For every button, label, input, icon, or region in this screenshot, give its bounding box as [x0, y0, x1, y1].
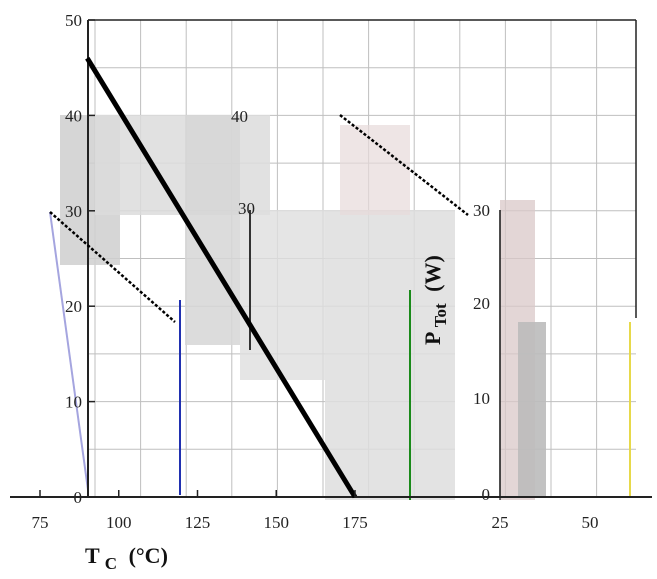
y-axis-label: P Tot (W) [420, 255, 451, 345]
data-series [85, 56, 358, 499]
x-tick-label: 150 [264, 513, 290, 532]
overlay-fragments [49, 20, 637, 500]
partial-tick-40: 40 [231, 107, 248, 126]
x-tick-fragment-25: 25 [492, 513, 509, 532]
svg-text:P Tot (W): P Tot (W) [420, 255, 451, 345]
y-tick-label: 30 [65, 202, 82, 221]
y-tick-label: 10 [65, 393, 82, 412]
y-tick-label: 50 [65, 11, 82, 30]
echo-lines [49, 114, 469, 323]
x-label-unit: (°C) [129, 543, 168, 568]
x-tick-label: 75 [32, 513, 49, 532]
x-axis-label: T C (°C) [85, 543, 168, 574]
y-label-main: P [420, 332, 445, 345]
x-label-main: T [85, 543, 100, 568]
y-tick-label: 0 [74, 488, 83, 507]
x-tick-label: 100 [106, 513, 132, 532]
inner-y-tick-30: 30 [473, 201, 490, 220]
axes [10, 19, 652, 498]
series-line-0 [85, 56, 358, 499]
svg-text:T C (°C): T C (°C) [85, 543, 168, 574]
y-label-unit: (W) [420, 255, 445, 292]
inner-y-tick-20: 20 [473, 294, 490, 313]
x-ticks: 75 100 125 150 175 [32, 490, 368, 532]
inner-y-tick-10: 10 [473, 389, 490, 408]
inner-y-tick-0: 0 [482, 485, 491, 504]
x-tick-label: 175 [342, 513, 368, 532]
inner-y-axis: 30 20 10 0 40 30 25 50 [231, 107, 599, 532]
y-tick-label: 40 [65, 106, 82, 125]
y-tick-label: 20 [65, 297, 82, 316]
y-label-sub: Tot [431, 303, 450, 327]
y-ticks: 50 40 30 20 10 0 [65, 11, 95, 507]
x-label-sub: C [105, 554, 117, 573]
x-tick-fragment-50: 50 [582, 513, 599, 532]
x-tick-label: 125 [185, 513, 211, 532]
partial-tick-30: 30 [238, 199, 255, 218]
